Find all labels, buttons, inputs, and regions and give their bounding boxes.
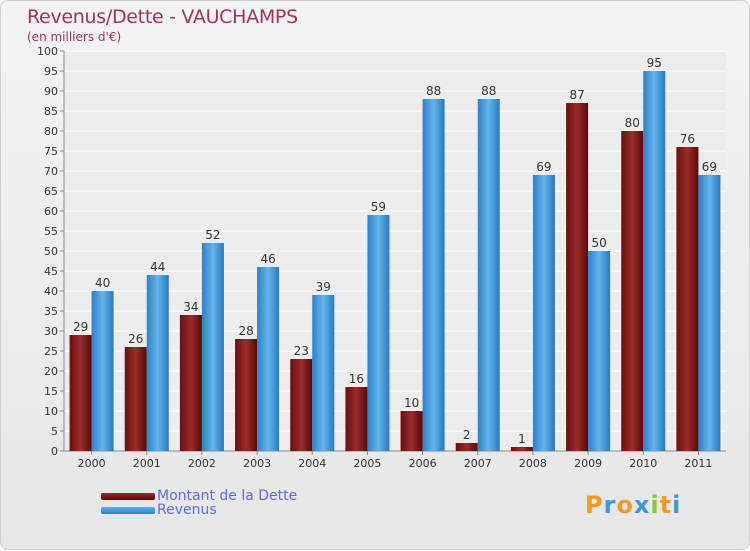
y-tick-label: 90 bbox=[44, 85, 58, 98]
bar-dette bbox=[345, 387, 368, 451]
data-label: 44 bbox=[150, 260, 165, 274]
bar-dette bbox=[69, 335, 92, 451]
data-label: 46 bbox=[260, 252, 275, 266]
bar-dette bbox=[510, 447, 533, 451]
x-tick-label: 2000 bbox=[78, 457, 106, 470]
chart-title: Revenus/Dette - VAUCHAMPS bbox=[27, 6, 298, 28]
y-tick-label: 75 bbox=[44, 145, 58, 158]
y-tick-label: 70 bbox=[44, 165, 58, 178]
y-tick-label: 65 bbox=[44, 185, 58, 198]
y-tick-label: 30 bbox=[44, 325, 58, 338]
y-tick-label: 60 bbox=[44, 205, 58, 218]
x-tick-label: 2005 bbox=[353, 457, 381, 470]
data-label: 39 bbox=[316, 280, 331, 294]
data-label: 23 bbox=[294, 344, 309, 358]
x-tick-label: 2011 bbox=[684, 457, 712, 470]
bar-dette bbox=[455, 443, 478, 451]
data-label: 2 bbox=[463, 428, 471, 442]
y-tick-label: 20 bbox=[44, 365, 58, 378]
data-label: 80 bbox=[625, 116, 640, 130]
y-tick-label: 85 bbox=[44, 105, 58, 118]
data-label: 88 bbox=[426, 84, 441, 98]
legend-label-dette: Montant de la Dette bbox=[157, 488, 298, 504]
x-tick-label: 2004 bbox=[298, 457, 326, 470]
legend-swatch-revenus bbox=[101, 506, 155, 514]
bar-revenus bbox=[312, 295, 335, 451]
y-tick-label: 95 bbox=[44, 65, 58, 78]
y-tick-label: 25 bbox=[44, 345, 58, 358]
data-label: 69 bbox=[536, 160, 551, 174]
data-label: 95 bbox=[647, 56, 662, 70]
bar-revenus bbox=[698, 175, 721, 451]
y-tick-label: 15 bbox=[44, 385, 58, 398]
data-label: 59 bbox=[371, 200, 386, 214]
data-label: 16 bbox=[349, 372, 364, 386]
y-tick-label: 5 bbox=[51, 425, 58, 438]
data-label: 52 bbox=[205, 228, 220, 242]
bar-revenus bbox=[477, 99, 500, 451]
data-label: 34 bbox=[183, 300, 198, 314]
data-label: 50 bbox=[591, 236, 606, 250]
legend-label-revenus: Revenus bbox=[157, 502, 217, 518]
y-tick-label: 0 bbox=[51, 445, 58, 458]
x-tick-label: 2006 bbox=[409, 457, 437, 470]
bar-revenus bbox=[422, 99, 445, 451]
bar-revenus bbox=[257, 267, 280, 451]
y-tick-label: 35 bbox=[44, 305, 58, 318]
y-tick-label: 80 bbox=[44, 125, 58, 138]
bar-dette bbox=[621, 131, 644, 451]
data-label: 1 bbox=[518, 432, 526, 446]
x-tick-label: 2009 bbox=[574, 457, 602, 470]
bar-revenus bbox=[643, 71, 666, 451]
data-label: 69 bbox=[702, 160, 717, 174]
x-tick-label: 2007 bbox=[464, 457, 492, 470]
bar-revenus bbox=[146, 275, 169, 451]
legend-item-revenus: Revenus bbox=[101, 502, 217, 518]
data-label: 88 bbox=[481, 84, 496, 98]
data-label: 29 bbox=[73, 320, 88, 334]
bar-dette bbox=[676, 147, 699, 451]
data-label: 10 bbox=[404, 396, 419, 410]
x-tick-label: 2003 bbox=[243, 457, 271, 470]
bar-revenus bbox=[91, 291, 114, 451]
bar-dette bbox=[290, 359, 313, 451]
bar-revenus bbox=[532, 175, 555, 451]
x-tick-label: 2010 bbox=[629, 457, 657, 470]
data-label: 40 bbox=[95, 276, 110, 290]
y-tick-label: 50 bbox=[44, 245, 58, 258]
proxiti-logo: Proxiti bbox=[585, 491, 682, 519]
bar-dette bbox=[124, 347, 147, 451]
bar-dette bbox=[179, 315, 202, 451]
legend-item-dette: Montant de la Dette bbox=[101, 488, 297, 504]
y-tick-label: 55 bbox=[44, 225, 58, 238]
x-tick-label: 2002 bbox=[188, 457, 216, 470]
bar-revenus bbox=[367, 215, 390, 451]
data-label: 28 bbox=[238, 324, 253, 338]
data-label: 87 bbox=[569, 88, 584, 102]
bar-revenus bbox=[201, 243, 224, 451]
bar-revenus bbox=[588, 251, 611, 451]
bar-dette bbox=[235, 339, 258, 451]
x-tick-label: 2001 bbox=[133, 457, 161, 470]
y-tick-label: 10 bbox=[44, 405, 58, 418]
data-label: 76 bbox=[680, 132, 695, 146]
bar-dette bbox=[400, 411, 423, 451]
data-label: 26 bbox=[128, 332, 143, 346]
x-tick-label: 2008 bbox=[519, 457, 547, 470]
chart-subtitle: (en milliers d'€) bbox=[27, 30, 122, 44]
legend-swatch-dette bbox=[101, 492, 155, 500]
bar-dette bbox=[566, 103, 589, 451]
y-tick-label: 40 bbox=[44, 285, 58, 298]
y-tick-label: 100 bbox=[37, 45, 58, 58]
y-tick-label: 45 bbox=[44, 265, 58, 278]
